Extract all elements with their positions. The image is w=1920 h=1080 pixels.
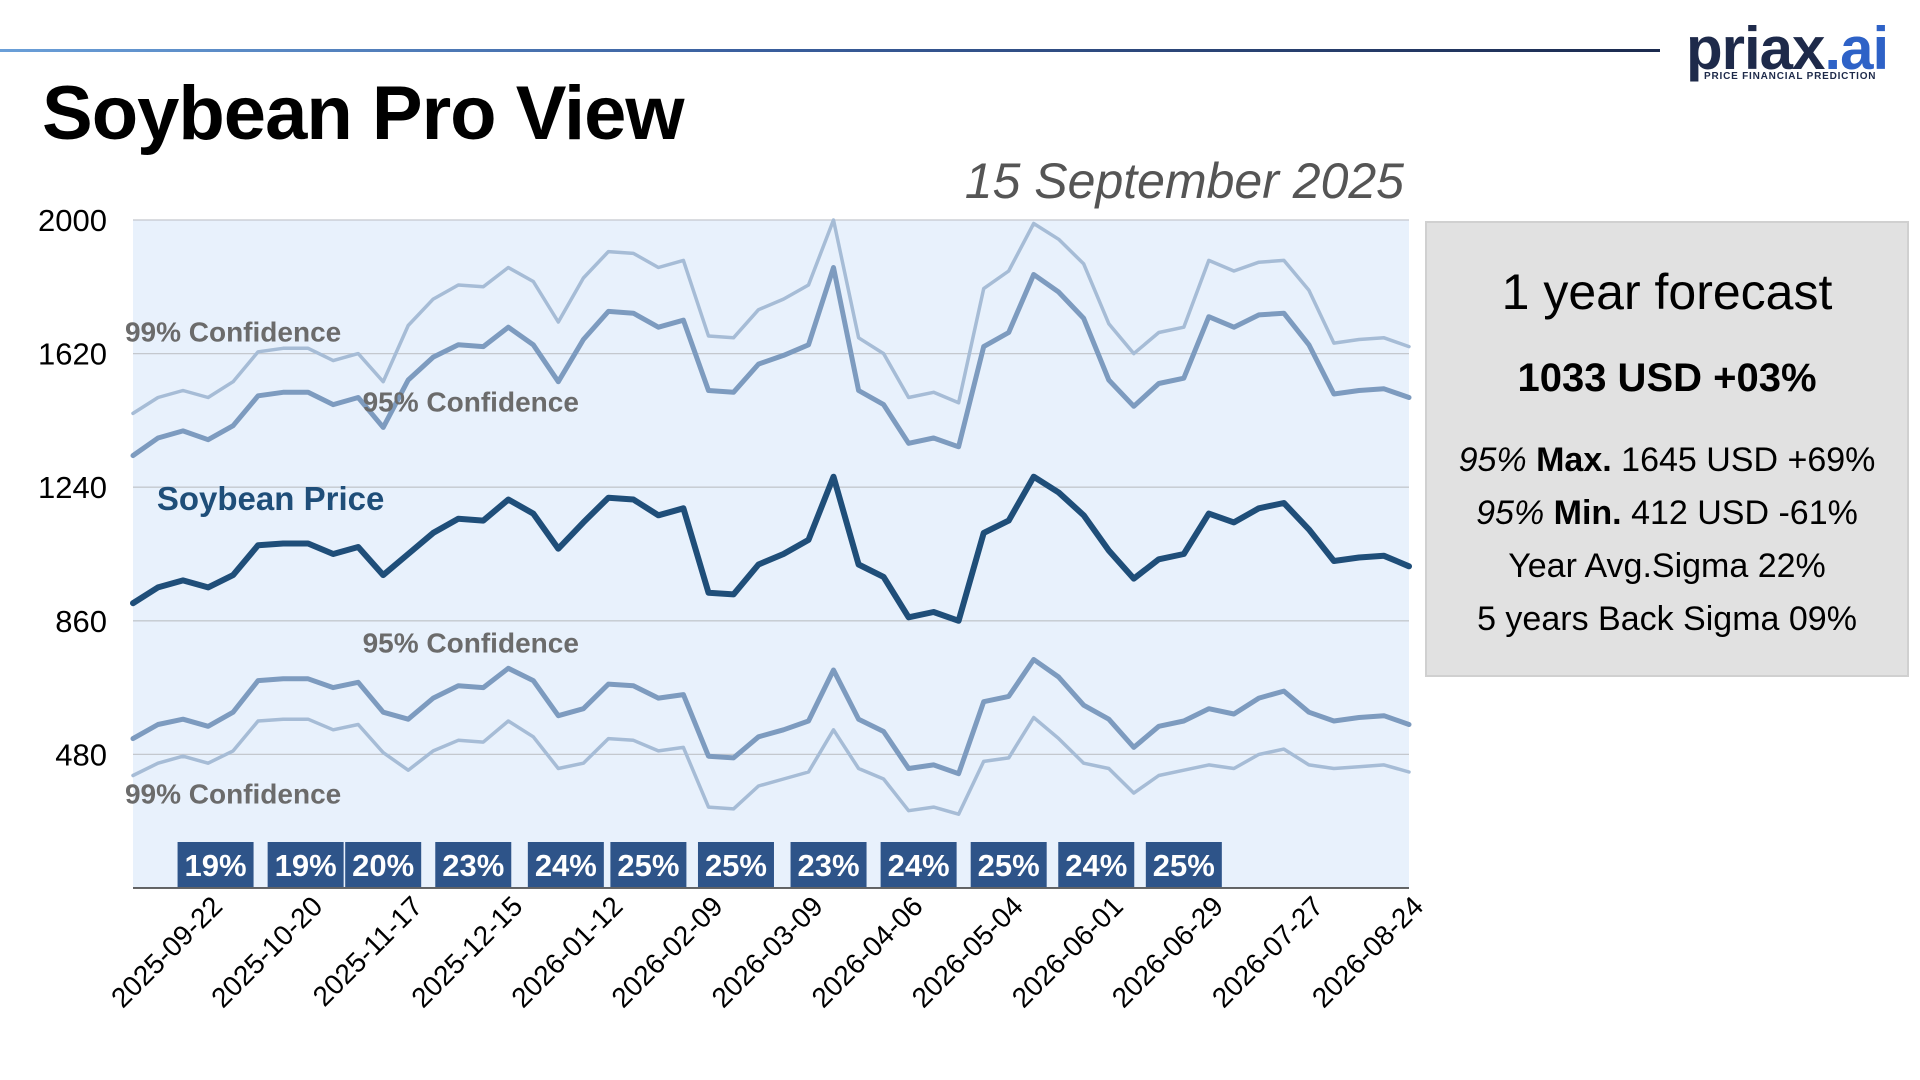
sigma-badge-label: 24%: [888, 848, 950, 883]
series-label-confidence: 99% Confidence: [125, 316, 341, 347]
sigma-badge: [1145, 842, 1222, 887]
forecast-year-sigma: Year Avg.Sigma 22%: [1508, 547, 1826, 585]
sigma-badge: [435, 842, 512, 887]
series-line-conf99-upper: [131, 218, 1411, 416]
min-value: 412 USD -61%: [1631, 494, 1858, 532]
sigma-badge-label: 19%: [185, 848, 247, 883]
forecast-panel: 1 year forecast 1033 USD +03% 95% Max. 1…: [1425, 221, 1909, 677]
page-title: Soybean Pro View: [42, 71, 685, 156]
sigma-badge: [345, 842, 422, 887]
report-date: 15 September 2025: [964, 153, 1404, 209]
forecast-main-value: 1033 USD +03%: [1517, 356, 1817, 400]
max-label: Max.: [1536, 441, 1612, 479]
brand-logo: priax.ai PRICE FINANCIAL PREDICTION: [1686, 14, 1889, 90]
series-label-confidence: 99% Confidence: [125, 779, 341, 810]
sigma-badge-label: 25%: [1153, 848, 1215, 883]
series-label-confidence: 95% Confidence: [363, 627, 579, 658]
forecast-max-line: 95% Max. 1645 USD +69%: [1427, 441, 1907, 480]
y-tick-label: 480: [55, 737, 107, 772]
sigma-badge-label: 25%: [978, 848, 1040, 883]
min-prefix: 95%: [1476, 494, 1545, 532]
forecast-min-line: 95% Min. 412 USD -61%: [1427, 494, 1907, 533]
sigma-badge-label: 25%: [617, 848, 679, 883]
sigma-badge: [610, 842, 687, 887]
sigma-badge: [1058, 842, 1135, 887]
series-label-price: Soybean Price: [157, 480, 384, 517]
sigma-badge: [880, 842, 957, 887]
sigma-badge: [970, 842, 1047, 887]
y-tick-label: 2000: [38, 203, 107, 238]
logo-wordmark: priax.ai: [1686, 15, 1889, 82]
sigma-badge-label: 20%: [352, 848, 414, 883]
sigma-badge: [697, 842, 774, 887]
series-label-confidence: 95% Confidence: [363, 387, 579, 418]
sigma-badge: [790, 842, 867, 887]
sigma-badge-label: 24%: [1065, 848, 1127, 883]
y-tick-label: 1240: [38, 470, 107, 505]
y-tick-label: 1620: [38, 337, 107, 372]
sigma-badge-label: 23%: [442, 848, 504, 883]
forecast-back-sigma: 5 years Back Sigma 09%: [1477, 600, 1857, 638]
sigma-badge-label: 24%: [535, 848, 597, 883]
header-rule: [0, 49, 1660, 52]
forecast-title: 1 year forecast: [1501, 264, 1833, 320]
min-label: Min.: [1553, 494, 1622, 532]
y-tick-label: 860: [55, 604, 107, 639]
sigma-badge: [177, 842, 254, 887]
sigma-badge: [527, 842, 604, 887]
plot-area: [133, 220, 1409, 888]
series-line-conf99-lower: [131, 715, 1411, 816]
series-line-price: [130, 473, 1412, 624]
sigma-badge-label: 23%: [798, 848, 860, 883]
series-line-conf95-upper: [130, 265, 1412, 459]
sigma-badge-label: 19%: [275, 848, 337, 883]
sigma-badge: [267, 842, 344, 887]
logo-tagline: PRICE FINANCIAL PREDICTION: [1704, 71, 1877, 82]
sigma-badge-label: 25%: [705, 848, 767, 883]
series-line-conf95-lower: [130, 657, 1412, 777]
max-prefix: 95%: [1458, 441, 1527, 479]
max-value: 1645 USD +69%: [1621, 441, 1876, 479]
